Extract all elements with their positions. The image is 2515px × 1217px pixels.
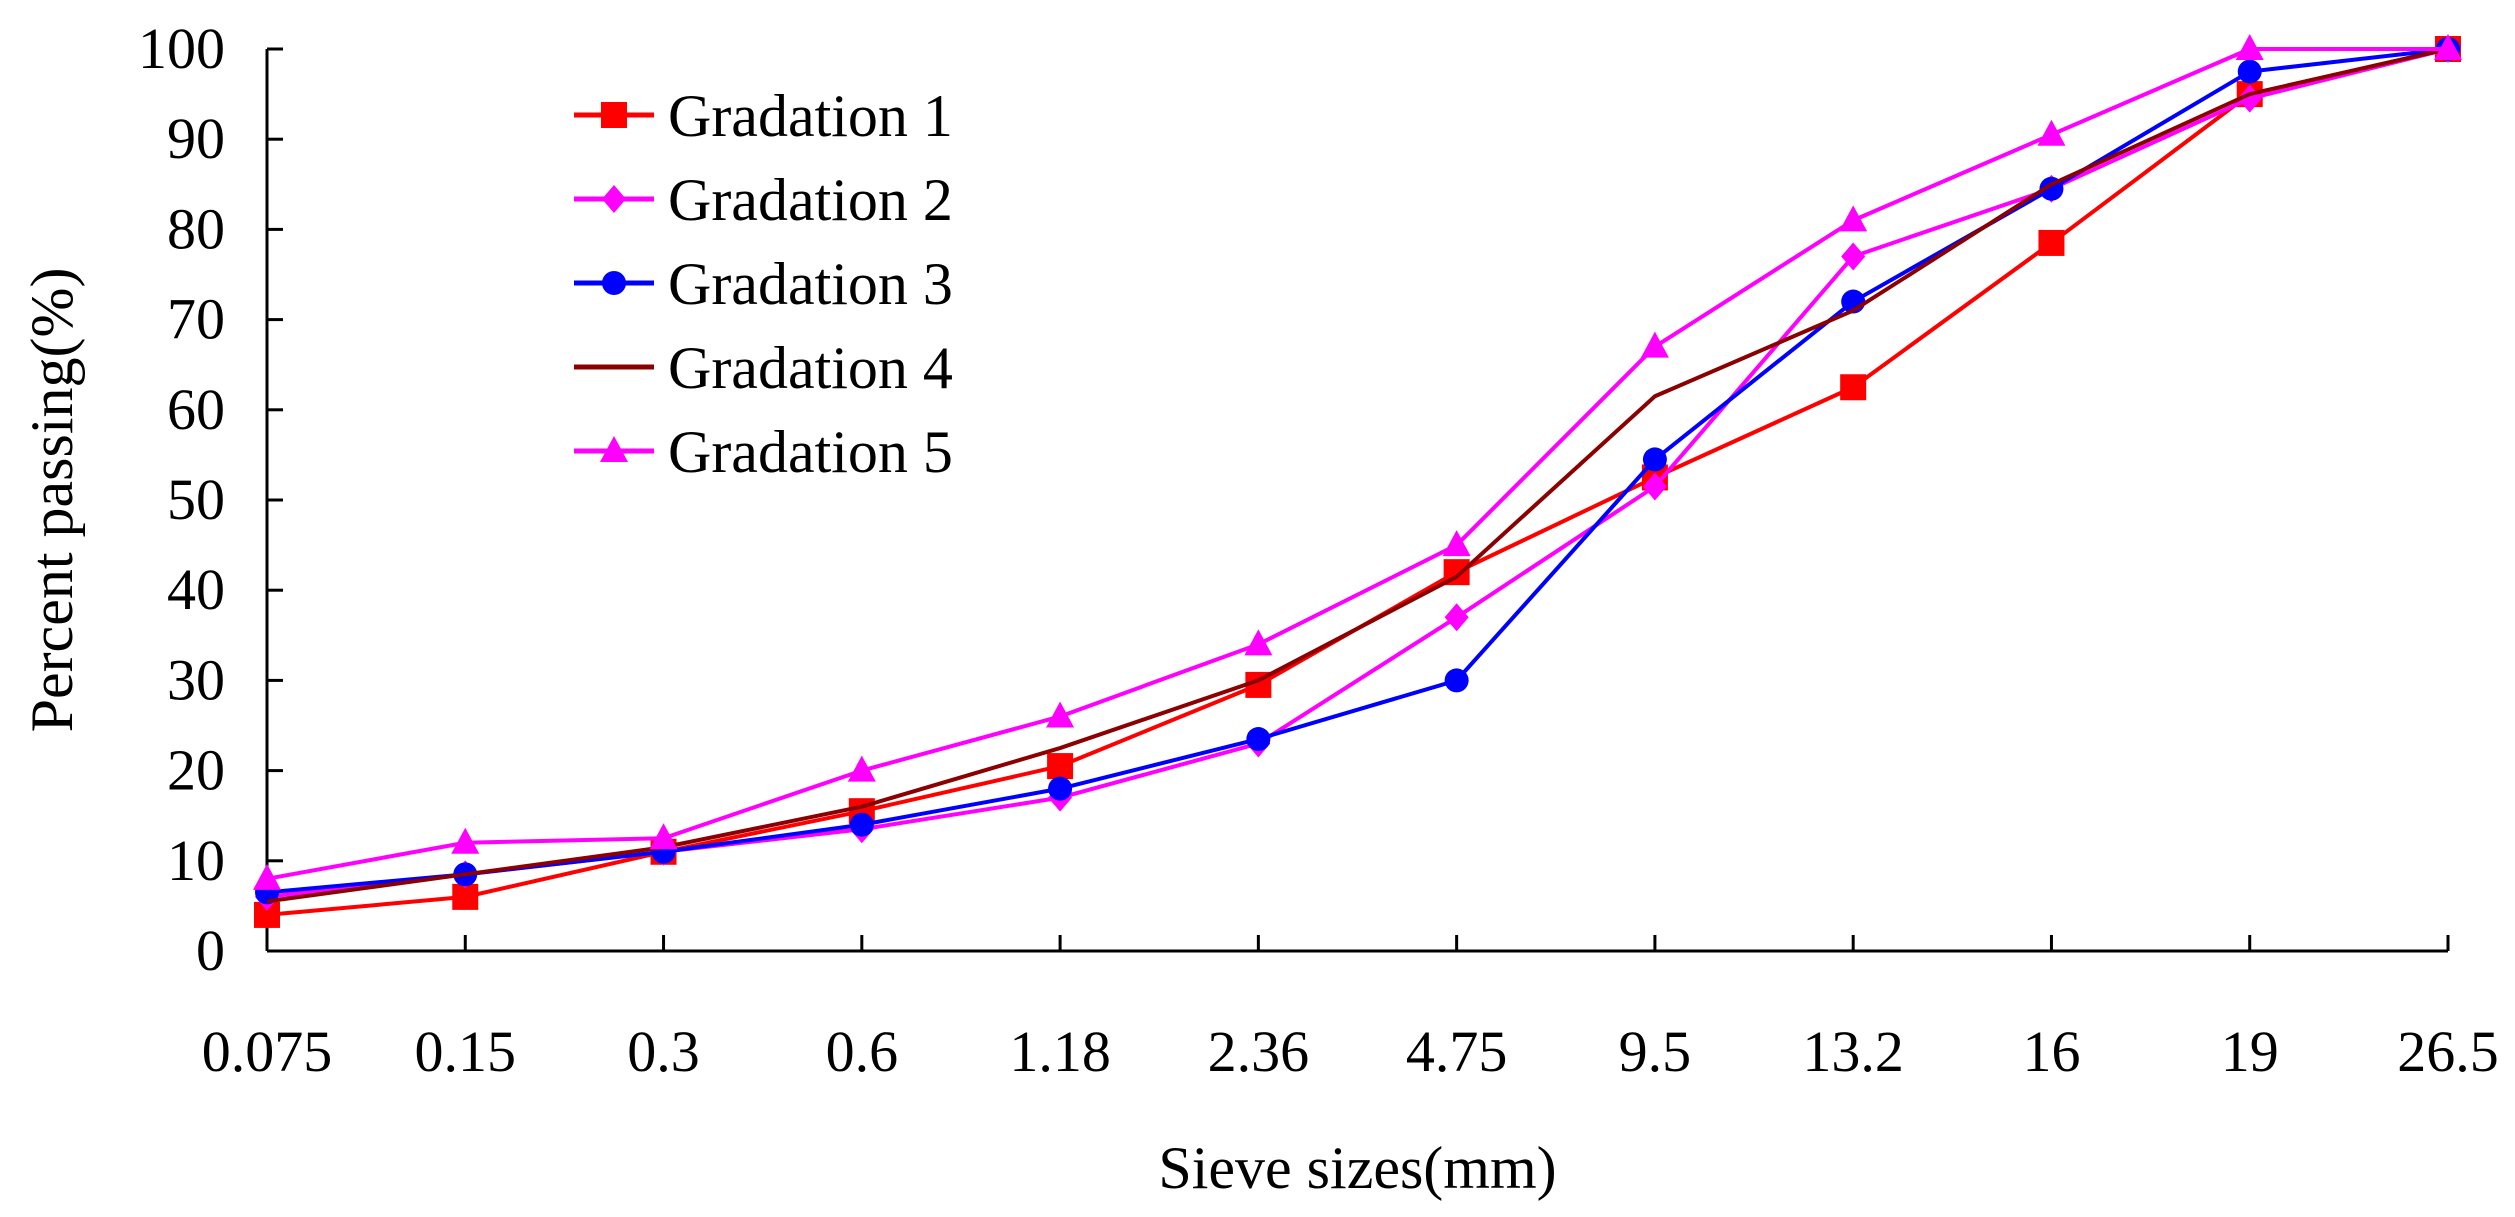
x-tick-label: 0.3 bbox=[627, 1019, 700, 1084]
axes: 0 10 20 30 40 50 60 70 80 90 100 0.075 0.15 0.3 0.6 1.1… bbox=[138, 16, 2499, 1084]
x-tick-label: 13.2 bbox=[1802, 1019, 1904, 1084]
y-axis-title: Percent passing(%) bbox=[19, 268, 85, 733]
plot-series bbox=[253, 34, 2462, 928]
series-line bbox=[266, 47, 2449, 917]
data-point bbox=[1246, 727, 1271, 752]
data-point bbox=[1244, 629, 1273, 656]
data-point bbox=[1839, 205, 1868, 232]
x-tick-label: 26.5 bbox=[2397, 1019, 2499, 1084]
y-tick-label: 100 bbox=[138, 16, 225, 81]
series-line bbox=[266, 47, 2448, 881]
x-tick-label: 19 bbox=[2221, 1019, 2279, 1084]
y-tick-label: 80 bbox=[167, 196, 225, 261]
legend-label: Gradation 1 bbox=[668, 83, 953, 149]
legend-marker bbox=[600, 436, 628, 462]
legend-marker bbox=[602, 185, 626, 213]
data-point bbox=[451, 827, 480, 854]
y-tick-label: 50 bbox=[167, 467, 225, 532]
data-point bbox=[2037, 119, 2066, 146]
series-2 bbox=[255, 35, 2460, 911]
data-point bbox=[1048, 776, 1073, 801]
data-point bbox=[847, 755, 876, 782]
y-tick-label: 70 bbox=[167, 287, 225, 352]
series-3 bbox=[255, 37, 2460, 905]
data-point bbox=[1840, 374, 1867, 401]
x-tick-label: 1.18 bbox=[1009, 1019, 1111, 1084]
series-4 bbox=[266, 47, 2449, 904]
data-point bbox=[849, 812, 874, 837]
data-point bbox=[2235, 34, 2264, 60]
legend-item-2: Gradation 2 bbox=[574, 167, 953, 233]
data-point bbox=[2237, 59, 2262, 84]
data-point bbox=[1642, 472, 1667, 501]
legend-marker bbox=[601, 102, 627, 128]
x-tick-label: 0.075 bbox=[202, 1019, 333, 1084]
data-point bbox=[1642, 447, 1667, 472]
data-point bbox=[1640, 331, 1669, 358]
y-tick-label: 10 bbox=[167, 828, 225, 893]
x-tick-label: 4.75 bbox=[1406, 1019, 1508, 1084]
x-axis-title: Sieve sizes(mm) bbox=[1158, 1135, 1556, 1201]
legend-item-4: Gradation 4 bbox=[574, 335, 953, 401]
y-tick-label: 30 bbox=[167, 647, 225, 712]
y-tick-label: 60 bbox=[167, 377, 225, 442]
legend-label: Gradation 4 bbox=[668, 335, 953, 401]
data-point bbox=[1442, 530, 1471, 557]
series-line bbox=[266, 47, 2449, 895]
legend-marker bbox=[602, 271, 626, 295]
x-tick-label: 16 bbox=[2022, 1019, 2080, 1084]
x-tick-label: 0.6 bbox=[826, 1019, 899, 1084]
series-1 bbox=[254, 36, 2461, 928]
y-tick-label: 40 bbox=[167, 557, 225, 622]
legend-label: Gradation 2 bbox=[668, 167, 953, 233]
data-point bbox=[1047, 753, 1074, 780]
y-tick-label: 90 bbox=[167, 106, 225, 171]
legend-item-5: Gradation 5 bbox=[574, 419, 953, 485]
legend-item-1: Gradation 1 bbox=[574, 83, 953, 149]
series-line bbox=[266, 47, 2449, 899]
data-point bbox=[649, 823, 678, 850]
y-tick-label: 0 bbox=[196, 918, 225, 983]
x-tick-label: 2.36 bbox=[1208, 1019, 1310, 1084]
data-point bbox=[1444, 668, 1469, 693]
legend-label: Gradation 5 bbox=[668, 419, 953, 485]
data-point bbox=[1046, 701, 1075, 728]
x-tick-label: 9.5 bbox=[1619, 1019, 1692, 1084]
data-point bbox=[1841, 242, 1866, 271]
x-tick-label: 0.15 bbox=[415, 1019, 517, 1084]
y-tick-label: 20 bbox=[167, 738, 225, 803]
data-point bbox=[2434, 34, 2462, 60]
series-5 bbox=[253, 34, 2462, 890]
data-point bbox=[253, 863, 281, 890]
legend-item-3: Gradation 3 bbox=[574, 251, 953, 317]
legend: Gradation 1 Gradation 2 Gradation 3 Gradati… bbox=[574, 83, 953, 485]
data-point bbox=[1444, 603, 1469, 632]
series-line bbox=[266, 47, 2449, 904]
data-point bbox=[2038, 229, 2065, 256]
legend-label: Gradation 3 bbox=[668, 251, 953, 317]
